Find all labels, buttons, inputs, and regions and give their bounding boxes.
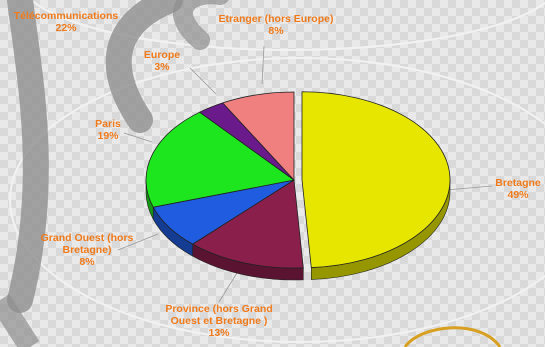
leader-lines — [117, 45, 493, 303]
label-telecommunications: Télécommunications 22% — [14, 10, 119, 34]
label-province: Province (hors Grand Ouest et Bretagne ) 1… — [165, 303, 272, 339]
leader-province — [218, 267, 241, 303]
leader-europe — [189, 67, 217, 95]
leader-grand-ouest — [117, 233, 159, 251]
slice-bretagne — [301, 91, 451, 268]
slice-province — [191, 179, 304, 269]
label-europe: Europe 3% — [144, 49, 180, 73]
gray-stroke-2 — [105, 0, 183, 133]
slice-paris — [145, 111, 295, 208]
leader-etranger — [261, 45, 265, 85]
gray-stroke-3 — [173, 0, 229, 50]
label-bretagne: Bretagne 49% — [495, 177, 541, 201]
gold-ring-arc — [403, 326, 502, 347]
pie-slices — [145, 91, 451, 281]
label-grand-ouest: Grand Ouest (hors Bretagne) 8% — [41, 232, 134, 268]
slice-etranger — [221, 91, 295, 182]
background-ellipse-top — [29, 0, 545, 51]
label-paris: Paris 19% — [95, 118, 121, 142]
gray-stroke-4 — [0, 294, 40, 347]
leader-paris — [123, 132, 153, 143]
gray-stroke-1 — [7, 0, 49, 313]
background-ellipse-main — [9, 57, 545, 343]
leader-bretagne — [445, 185, 493, 191]
label-etranger: Etranger (hors Europe) 8% — [219, 13, 334, 37]
data-labels: Bretagne 49% Province (hors Grand Ouest et … — [14, 10, 541, 339]
